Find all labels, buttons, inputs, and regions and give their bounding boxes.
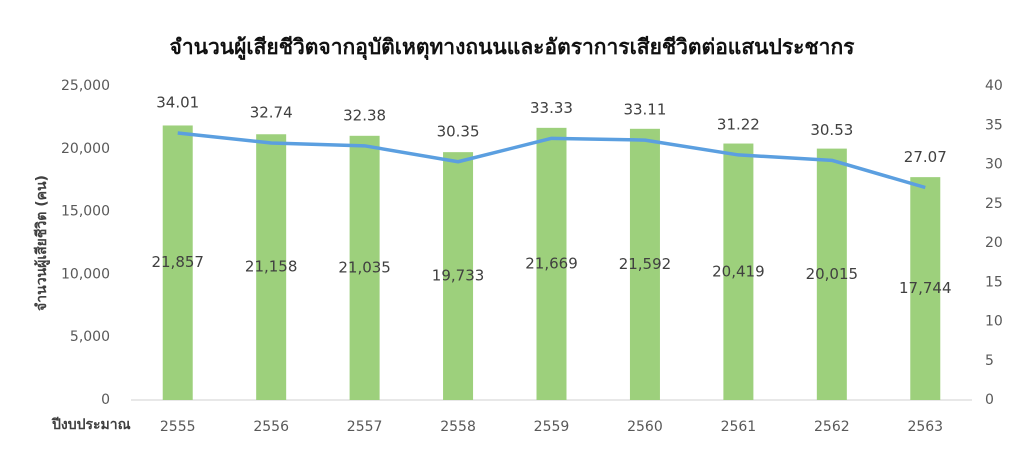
- data-label: 32.38: [343, 106, 386, 124]
- y-tick-label: 0: [101, 392, 110, 408]
- y2-tick-label: 40: [985, 78, 1003, 94]
- x-tick-label: 2560: [627, 419, 663, 435]
- bar: [629, 128, 660, 400]
- data-label: 32.74: [250, 103, 293, 121]
- bar: [816, 148, 847, 400]
- bar: [162, 125, 193, 401]
- y-tick-label: 15,000: [61, 204, 110, 220]
- x-tick-label: 2558: [440, 419, 476, 435]
- x-tick-label: 2562: [814, 419, 850, 435]
- y-tick-label: 20,000: [61, 141, 110, 157]
- data-label: 19,733: [432, 267, 485, 285]
- y2-tick-label: 20: [985, 235, 1003, 251]
- chart-title: จำนวนผู้เสียชีวิตจากอุบัติเหตุทางถนนและอ…: [170, 35, 856, 61]
- y-tick-label: 5,000: [70, 329, 110, 345]
- bar: [443, 152, 474, 400]
- y2-tick-label: 30: [985, 157, 1003, 173]
- data-label: 34.01: [156, 94, 199, 112]
- y2-tick-label: 0: [985, 392, 994, 408]
- line: [177, 131, 926, 190]
- data-label: 20,419: [712, 262, 765, 280]
- data-label: 21,592: [619, 255, 672, 273]
- data-label: 33.33: [530, 99, 573, 117]
- bar: [910, 177, 941, 400]
- y-axis-label: จำนวนผู้เสียชีวิต (คน): [34, 175, 50, 311]
- data-label: 20,015: [806, 265, 859, 283]
- x-tick-label: 2557: [347, 419, 383, 435]
- y2-tick-label: 5: [985, 353, 994, 369]
- data-label: 21,857: [151, 253, 204, 271]
- x-tick-label: 2555: [160, 419, 196, 435]
- y2-tick-label: 15: [985, 274, 1003, 290]
- y-tick-label: 25,000: [61, 78, 110, 94]
- x-axis-label: ปีงบประมาณ: [51, 417, 131, 433]
- y2-tick-label: 10: [985, 314, 1003, 330]
- data-label: 27.07: [904, 148, 947, 166]
- data-label: 21,158: [245, 258, 298, 276]
- bar: [723, 143, 754, 400]
- y2-tick-label: 25: [985, 196, 1003, 212]
- x-tick-label: 2561: [721, 419, 757, 435]
- bar: [256, 134, 287, 400]
- bar: [349, 135, 380, 400]
- y2-tick-label: 35: [985, 117, 1003, 133]
- data-label: 31.22: [717, 115, 760, 133]
- data-label: 30.53: [810, 121, 853, 139]
- x-tick-label: 2559: [534, 419, 570, 435]
- data-label: 33.11: [623, 101, 666, 119]
- data-label: 17,744: [899, 279, 952, 297]
- bar: [536, 127, 567, 401]
- data-label: 21,669: [525, 254, 578, 272]
- x-tick-label: 2563: [907, 419, 943, 435]
- data-label: 30.35: [437, 122, 480, 140]
- x-tick-label: 2556: [253, 419, 289, 435]
- y-tick-label: 10,000: [61, 266, 110, 282]
- data-label: 21,035: [338, 258, 391, 276]
